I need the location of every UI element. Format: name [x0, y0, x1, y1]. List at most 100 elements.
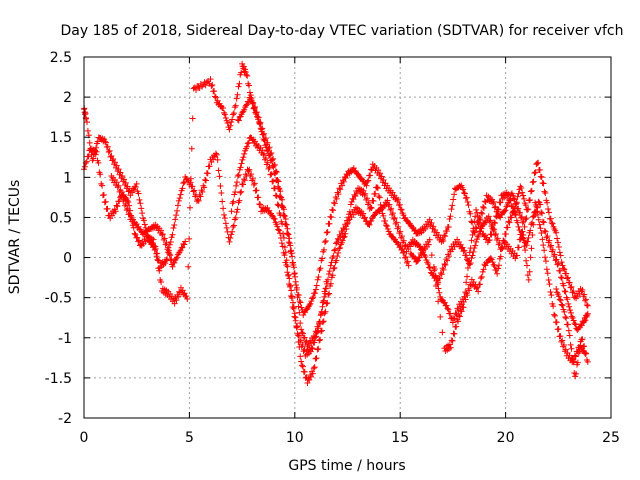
data-point	[323, 229, 330, 236]
data-point	[467, 245, 474, 252]
data-point	[237, 164, 244, 171]
data-point	[240, 154, 247, 161]
data-point	[560, 265, 567, 272]
data-point	[309, 345, 316, 352]
data-point	[491, 204, 498, 211]
data-point	[323, 300, 330, 307]
data-point	[282, 215, 289, 222]
data-point	[231, 191, 238, 198]
data-point	[333, 240, 340, 247]
data-point	[268, 171, 275, 178]
data-point	[257, 119, 264, 126]
data-point	[284, 225, 291, 232]
data-point	[221, 111, 228, 118]
data-point	[311, 364, 318, 371]
data-point	[280, 234, 287, 241]
data-point	[329, 206, 336, 213]
data-point	[583, 296, 590, 303]
data-point	[221, 215, 228, 222]
data-point	[527, 227, 534, 234]
data-point	[190, 188, 197, 195]
data-point	[366, 221, 373, 228]
data-point	[274, 201, 281, 208]
data-point	[571, 352, 578, 359]
data-point	[329, 272, 336, 279]
data-point	[178, 244, 185, 251]
data-point	[136, 237, 143, 244]
data-point	[497, 199, 504, 206]
data-point	[316, 337, 323, 344]
data-point	[505, 218, 512, 225]
data-point	[555, 325, 562, 332]
data-point	[117, 169, 124, 176]
data-point	[475, 232, 482, 239]
y-tick-label: -2	[58, 411, 72, 427]
data-point	[154, 250, 161, 257]
data-point	[315, 325, 322, 332]
data-point	[180, 180, 187, 187]
data-point	[336, 244, 343, 251]
data-point	[564, 321, 571, 328]
data-point	[327, 262, 334, 269]
data-point	[138, 228, 145, 235]
data-point	[104, 143, 111, 150]
data-marks	[81, 60, 591, 387]
data-point	[536, 221, 543, 228]
data-point	[568, 283, 575, 290]
data-point	[328, 214, 335, 221]
data-point	[438, 271, 445, 278]
data-point	[448, 337, 455, 344]
data-point	[436, 289, 443, 296]
data-point	[558, 275, 565, 282]
data-point	[437, 270, 444, 277]
data-point	[186, 235, 193, 242]
x-tick-label: 25	[602, 430, 620, 446]
data-point	[336, 245, 343, 252]
y-axis-label: SDTVAR / TECUs	[7, 180, 23, 295]
data-point	[275, 178, 282, 185]
data-point	[547, 215, 554, 222]
data-point	[285, 271, 292, 278]
data-point	[417, 243, 424, 250]
data-point	[370, 197, 377, 204]
data-point	[207, 76, 214, 83]
data-point	[234, 206, 241, 213]
data-point	[515, 205, 522, 212]
data-point	[463, 279, 470, 286]
data-point	[514, 193, 521, 200]
data-point	[579, 286, 586, 293]
data-point	[428, 252, 435, 259]
data-point	[314, 329, 321, 336]
data-point	[139, 210, 146, 217]
data-point	[547, 243, 554, 250]
data-point	[281, 213, 288, 220]
data-point	[322, 308, 329, 315]
data-point	[167, 239, 174, 246]
data-point	[201, 184, 208, 191]
data-point	[155, 265, 162, 272]
data-point	[447, 213, 454, 220]
data-point	[477, 275, 484, 282]
data-point	[584, 302, 591, 309]
data-point	[335, 191, 342, 198]
data-point	[520, 192, 527, 199]
data-point	[296, 309, 303, 316]
data-point	[442, 233, 449, 240]
data-point	[458, 308, 465, 315]
data-point	[487, 217, 494, 224]
data-point	[557, 297, 564, 304]
data-point	[124, 183, 131, 190]
data-point	[558, 301, 565, 308]
data-point	[572, 373, 579, 380]
data-point	[306, 302, 313, 309]
data-point	[179, 185, 186, 192]
data-point	[384, 197, 391, 204]
data-point	[372, 190, 379, 197]
data-point	[240, 181, 247, 188]
data-point	[559, 337, 566, 344]
data-point	[336, 185, 343, 192]
data-point	[564, 296, 571, 303]
data-point	[260, 151, 267, 158]
data-point	[268, 149, 275, 156]
